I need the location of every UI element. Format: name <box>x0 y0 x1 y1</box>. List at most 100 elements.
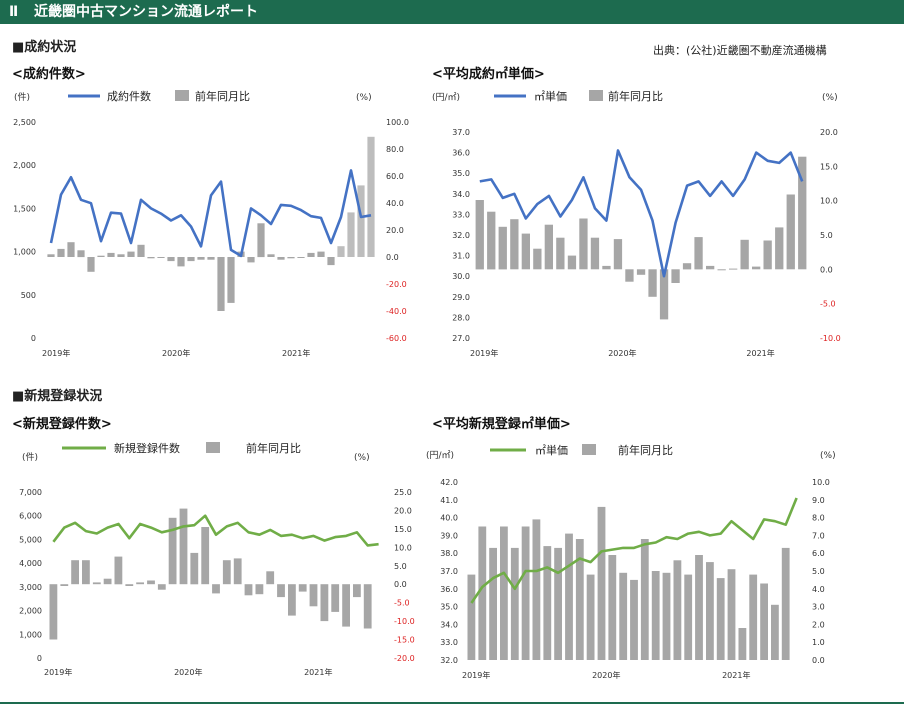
right-tick-label: 5.0 <box>394 562 407 571</box>
yoy-bar <box>771 604 779 660</box>
legend-line-label: ㎡単価 <box>535 443 568 457</box>
x-tick-label: 2020年 <box>174 667 202 677</box>
left-tick-label: 38.0 <box>440 549 458 558</box>
yoy-bar <box>127 251 135 257</box>
right-tick-label: -5.0 <box>820 300 836 309</box>
left-tick-label: 37.0 <box>440 567 458 576</box>
yoy-bar <box>717 269 726 271</box>
left-tick-label: 41.0 <box>440 496 458 505</box>
series-line <box>470 497 798 604</box>
yoy-bar <box>47 254 55 257</box>
yoy-bar <box>167 257 175 262</box>
source-note: 出典：(公社)近畿圏不動産流通機構 <box>653 44 827 57</box>
yoy-bar <box>288 584 296 616</box>
legend-bar-label: 前年同月比 <box>618 443 673 457</box>
yoy-bar <box>177 257 185 267</box>
right-tick-label: 0.0 <box>386 253 399 262</box>
yoy-bar <box>266 571 275 585</box>
right-tick-label: 40.0 <box>386 199 404 208</box>
yoy-bar <box>212 584 220 594</box>
yoy-bar <box>608 555 617 660</box>
chart-title: <平均新規登録㎡単価> <box>432 416 571 432</box>
yoy-bar <box>77 250 85 258</box>
left-tick-label: 33.0 <box>440 638 458 647</box>
legend-bar-label: 前年同月比 <box>195 89 250 103</box>
yoy-bar <box>82 560 90 585</box>
yoy-bar <box>357 185 365 257</box>
right-tick-label: -10.0 <box>394 617 415 626</box>
yoy-bar <box>706 265 715 270</box>
right-tick-label: 0.0 <box>820 265 833 274</box>
yoy-bar <box>763 240 772 270</box>
left-axis-unit: (件) <box>22 451 38 463</box>
yoy-bar <box>716 578 725 660</box>
yoy-bar <box>107 252 115 257</box>
yoy-bar <box>729 268 738 270</box>
yoy-bar <box>671 269 680 283</box>
yoy-bar <box>510 219 519 270</box>
left-tick-label: 2,000 <box>13 161 36 170</box>
left-tick-label: 3,000 <box>19 583 42 592</box>
yoy-bar <box>87 257 95 272</box>
yoy-bar <box>619 572 628 660</box>
yoy-bar <box>798 156 807 270</box>
left-tick-label: 36.0 <box>452 149 470 158</box>
chart-contract-count: <成約件数> (件) (%) 成約件数 前年同月比 0 500 1,000 1,500 2,000… <box>12 66 409 358</box>
report-title: 近畿圏中古マンション流通レポート <box>34 4 258 20</box>
yoy-bar <box>749 574 758 660</box>
yoy-bar <box>168 517 177 585</box>
left-tick-label: 35.0 <box>440 603 458 612</box>
yoy-bar <box>233 558 242 585</box>
left-tick-label: 32.0 <box>440 656 458 665</box>
right-axis-unit: (%) <box>820 451 836 461</box>
yoy-bar <box>640 539 649 660</box>
yoy-bar <box>489 547 497 660</box>
left-tick-label: 1,000 <box>13 248 36 257</box>
left-tick-label: 7,000 <box>19 488 42 497</box>
yoy-bar <box>760 583 768 660</box>
left-tick-label: 6,000 <box>19 512 42 521</box>
left-tick-label: 2,500 <box>13 118 36 127</box>
yoy-bar <box>197 257 205 260</box>
left-axis-unit: (円/㎡) <box>432 92 460 103</box>
x-tick-label: 2019年 <box>44 667 72 677</box>
right-tick-label: 60.0 <box>386 172 404 181</box>
yoy-bar <box>255 584 264 595</box>
right-tick-label: 15.0 <box>394 525 412 534</box>
yoy-bar <box>257 223 265 258</box>
yoy-bar <box>602 265 611 270</box>
left-tick-label: 35.0 <box>452 169 470 178</box>
left-tick-label: 34.0 <box>440 620 458 629</box>
right-tick-label: -5.0 <box>394 599 410 608</box>
yoy-bar <box>67 242 75 257</box>
right-tick-label: 3.0 <box>812 603 825 612</box>
x-tick-label: 2021年 <box>746 348 774 358</box>
right-tick-label: 10.0 <box>820 197 838 206</box>
yoy-bar <box>179 508 188 585</box>
x-tick-label: 2021年 <box>282 348 310 358</box>
right-tick-label: -20.0 <box>386 280 407 289</box>
yoy-bar <box>521 233 530 270</box>
right-tick-label: 5.0 <box>820 231 833 240</box>
yoy-bar <box>590 237 600 270</box>
right-tick-label: 7.0 <box>812 531 825 540</box>
left-tick-label: 39.0 <box>440 531 458 540</box>
series-line <box>479 149 804 278</box>
left-tick-label: 1,000 <box>19 630 42 639</box>
x-tick-label: 2019年 <box>42 348 70 358</box>
right-tick-label: 10.0 <box>394 543 412 552</box>
x-tick-label: 2021年 <box>722 670 750 680</box>
right-tick-label: -10.0 <box>820 334 841 343</box>
yoy-bar <box>475 200 484 270</box>
left-tick-label: 1,500 <box>13 204 36 213</box>
chart-contract-unit-price: <平均成約㎡単価> (円/㎡) (%) ㎡単価 前年同月比 27.0 28.0 29.0 30.… <box>432 66 841 358</box>
yoy-bar <box>277 257 285 260</box>
left-axis-unit: (件) <box>14 91 30 103</box>
chart-new-listing-unit-price: <平均新規登録㎡単価> (円/㎡) (%) ㎡単価 前年同月比 32.0 33.0 34.0 3… <box>426 416 836 680</box>
yoy-bar <box>114 556 123 585</box>
yoy-bar <box>297 257 305 258</box>
yoy-bar <box>510 547 519 660</box>
chart-new-listing-count: <新規登録件数> (件) (%) 新規登録件数 前年同月比 0 1,000 2,000 3,00… <box>12 416 415 677</box>
yoy-bar <box>342 584 350 627</box>
yoy-bar <box>781 547 790 660</box>
